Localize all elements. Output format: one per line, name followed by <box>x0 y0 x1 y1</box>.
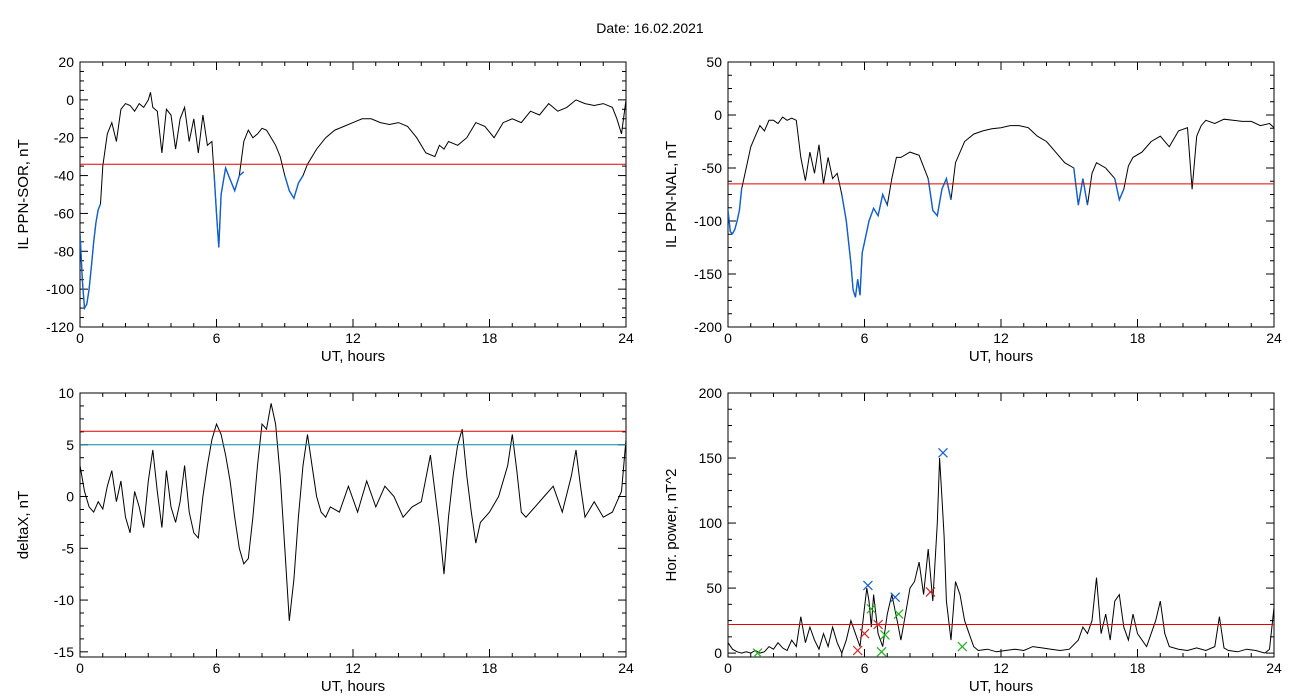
y-tick-label: -5 <box>62 540 75 556</box>
y-tick-label: 100 <box>699 515 723 531</box>
x-tick-label: 6 <box>213 660 221 676</box>
cross-marker <box>890 592 901 603</box>
data-layer <box>728 116 1274 298</box>
y-axis-label: IL PPN-NAL, nT <box>663 141 680 248</box>
cross-marker <box>852 645 863 656</box>
cross-marker <box>862 580 873 591</box>
chart-nal: 0 6 12 18 24 50 0 -50 -100 -150 -200 UT, hours IL PP… <box>663 54 1282 365</box>
y-tick-label: 20 <box>58 54 74 70</box>
x-tick-label: 6 <box>861 330 869 346</box>
y-tick-label: 5 <box>66 437 74 453</box>
series-line-3 <box>284 175 304 201</box>
cross-marker <box>880 629 890 640</box>
page-title: Date: 16.02.2021 <box>596 20 704 36</box>
y-tick-label: 50 <box>706 54 722 70</box>
x-axis-label: UT, hours <box>969 678 1033 695</box>
x-tick-label: 0 <box>76 330 84 346</box>
x-tick-label: 24 <box>1266 660 1282 676</box>
x-axis-label: UT, hours <box>321 678 385 695</box>
cross-marker <box>893 609 904 620</box>
y-tick-label: 0 <box>714 107 722 123</box>
x-tick-label: 24 <box>1266 330 1282 346</box>
cross-marker <box>957 641 968 652</box>
series-line-4 <box>1073 167 1089 206</box>
series-line-1 <box>80 203 102 311</box>
y-tick-label: -120 <box>46 319 74 335</box>
x-tick-label: 12 <box>993 330 1009 346</box>
series-line-2 <box>841 192 888 298</box>
y-tick-label: 0 <box>714 645 722 661</box>
x-axis-label: UT, hours <box>321 348 385 365</box>
data-layer <box>728 447 1274 657</box>
x-axis-label: UT, hours <box>969 348 1033 365</box>
y-tick-label: 10 <box>58 385 74 401</box>
x-tick-label: 0 <box>76 660 84 676</box>
x-tick-label: 6 <box>861 660 869 676</box>
x-tick-label: 18 <box>1130 330 1146 346</box>
series-line-0 <box>80 92 626 310</box>
cross-marker <box>938 447 948 458</box>
x-tick-label: 6 <box>213 330 221 346</box>
data-layer <box>80 92 626 311</box>
series-line-3 <box>927 176 952 218</box>
x-tick-label: 0 <box>724 330 732 346</box>
x-tick-label: 12 <box>345 330 361 346</box>
plot-frame <box>79 61 627 328</box>
y-tick-label: -60 <box>54 205 74 221</box>
y-tick-label: -50 <box>702 160 722 176</box>
y-tick-label: -15 <box>54 644 74 660</box>
y-tick-label: -100 <box>694 213 722 229</box>
x-tick-label: 24 <box>618 660 634 676</box>
x-tick-label: 12 <box>993 660 1009 676</box>
y-tick-label: -20 <box>54 130 74 146</box>
y-tick-label: 200 <box>699 385 723 401</box>
y-tick-label: 150 <box>699 450 723 466</box>
x-tick-label: 18 <box>482 330 498 346</box>
plot-frame <box>727 61 1275 328</box>
cross-marker <box>866 603 877 614</box>
series-line-2 <box>213 165 245 248</box>
x-tick-label: 12 <box>345 660 361 676</box>
cross-marker <box>873 619 884 630</box>
y-axis-label: deltaX, nT <box>15 491 32 559</box>
x-tick-label: 24 <box>618 330 634 346</box>
cross-marker <box>925 587 936 597</box>
cross-marker <box>876 646 887 657</box>
y-tick-label: 0 <box>66 92 74 108</box>
series-line-5 <box>1114 178 1125 203</box>
chart-deltax: 0 6 12 18 24 10 5 0 -5 -10 -15 UT, hours deltaX, nT <box>15 385 634 695</box>
y-axis-label: Hor. power, nT^2 <box>663 469 680 582</box>
y-tick-label: -10 <box>54 592 74 608</box>
series-line-0 <box>728 116 1274 298</box>
y-tick-label: -40 <box>54 168 74 184</box>
y-tick-label: 50 <box>706 580 722 596</box>
series-line-1 <box>728 189 743 235</box>
y-tick-label: -150 <box>694 266 722 282</box>
plot-frame <box>727 392 1275 658</box>
cross-marker <box>859 628 870 639</box>
chart-sor: 0 6 12 18 24 20 0 -20 -40 -60 -80 -100 -120 UT, hours… <box>15 54 634 365</box>
x-tick-label: 18 <box>482 660 498 676</box>
data-layer <box>80 403 626 621</box>
y-tick-label: -80 <box>54 243 74 259</box>
series-line-0 <box>728 457 1274 655</box>
y-axis-label: IL PPN-SOR, nT <box>15 139 32 249</box>
y-tick-label: -100 <box>46 281 74 297</box>
y-tick-label: -200 <box>694 319 722 335</box>
y-tick-label: 0 <box>66 489 74 505</box>
cross-marker <box>752 648 763 657</box>
chart-power: 0 6 12 18 24 200 150 100 50 0 UT, hours Hor. power,… <box>663 385 1282 695</box>
x-tick-label: 18 <box>1130 660 1146 676</box>
x-tick-label: 0 <box>724 660 732 676</box>
series-line-0 <box>80 403 626 621</box>
